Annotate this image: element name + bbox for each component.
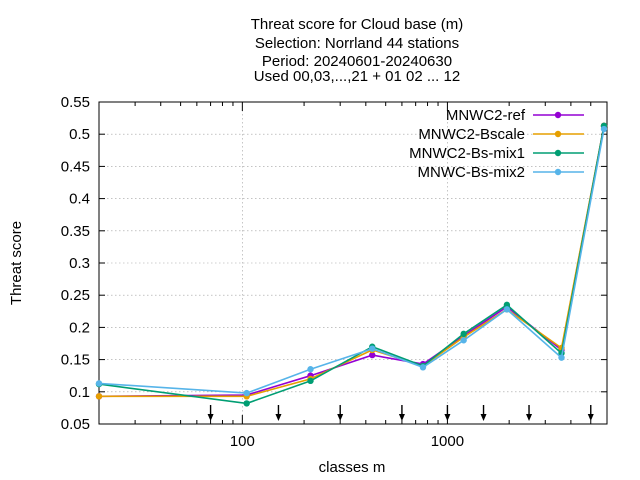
y-axis-label: Threat score — [8, 221, 25, 305]
x-tick-label: 100 — [230, 433, 255, 450]
data-point — [419, 364, 427, 371]
class-marker-arrow-head — [480, 414, 487, 421]
class-marker-arrow-head — [207, 414, 214, 421]
y-tick-label: 0.5 — [69, 126, 90, 143]
data-point — [503, 301, 511, 309]
y-tick-label: 0.25 — [61, 287, 90, 304]
title-line-2: Selection: Norrland 44 stations — [255, 35, 459, 52]
class-marker-arrow-head — [526, 414, 533, 421]
legend-entry: MNWC2-ref — [446, 107, 584, 124]
y-tick-label: 0.05 — [61, 416, 90, 433]
data-point — [558, 354, 565, 361]
legend-label: MNWC-Bs-mix2 — [418, 164, 525, 181]
class-marker-arrow-head — [444, 414, 451, 421]
chart-title: Threat score for Cloud base (m) Selectio… — [251, 16, 464, 85]
series-mnwc2-bs-mix1 — [95, 122, 608, 407]
data-point — [600, 125, 608, 133]
y-tick-label: 0.1 — [69, 384, 90, 401]
data-point — [460, 337, 467, 344]
y-tick-label: 0.55 — [61, 94, 90, 111]
series-layer — [95, 122, 608, 407]
series-mnwc-bs-mix2 — [95, 125, 608, 397]
legend-marker — [554, 149, 562, 157]
y-tick-label: 0.35 — [61, 223, 90, 240]
data-point — [243, 400, 250, 407]
data-point — [95, 393, 103, 400]
legend-label: MNWC2-ref — [446, 107, 526, 124]
series-line — [98, 128, 605, 394]
x-axis-label: classes m — [319, 459, 386, 476]
legend-marker — [554, 130, 562, 138]
legend-marker — [554, 168, 562, 176]
title-line-3: Period: 20240601-20240630 — [262, 53, 452, 70]
class-marker-arrow-head — [587, 414, 594, 421]
data-point — [307, 377, 314, 385]
y-tick-label: 0.4 — [69, 191, 90, 208]
data-point — [369, 351, 376, 359]
plot-border — [98, 101, 608, 425]
grid — [99, 102, 607, 424]
legend-label: MNWC2-Bscale — [418, 126, 525, 143]
y-tick-label: 0.45 — [61, 158, 90, 175]
legend: MNWC2-ref MNWC2-Bscale MNWC2-Bs-mix1 MNWC-B… — [409, 107, 584, 181]
legend-marker — [554, 111, 562, 119]
data-point — [503, 306, 511, 313]
x-tick-label: 1000 — [431, 433, 464, 450]
legend-label: MNWC2-Bs-mix1 — [409, 145, 525, 162]
data-point — [369, 345, 376, 352]
data-point — [95, 380, 103, 387]
class-marker-arrow-head — [275, 414, 282, 421]
class-marker-arrow-head — [398, 414, 405, 421]
class-marker-arrow-head — [337, 414, 344, 421]
y-tick-label: 0.15 — [61, 352, 90, 369]
title-line-4: Used 00,03,...,21 + 01 02 ... 12 — [254, 68, 460, 85]
legend-entry: MNWC2-Bscale — [418, 126, 584, 143]
data-point — [243, 389, 250, 397]
data-point — [460, 330, 467, 338]
legend-entry: MNWC2-Bs-mix1 — [409, 145, 584, 162]
y-tick-label: 0.3 — [69, 255, 90, 272]
y-tick-label: 0.2 — [69, 319, 90, 336]
data-point — [307, 366, 314, 373]
legend-entry: MNWC-Bs-mix2 — [418, 164, 584, 181]
title-line-1: Threat score for Cloud base (m) — [251, 16, 464, 33]
axes: 0.05 0.1 0.15 0.2 0.25 0.3 0.35 0.4 0.45 0.5 0.55 1… — [61, 94, 608, 450]
